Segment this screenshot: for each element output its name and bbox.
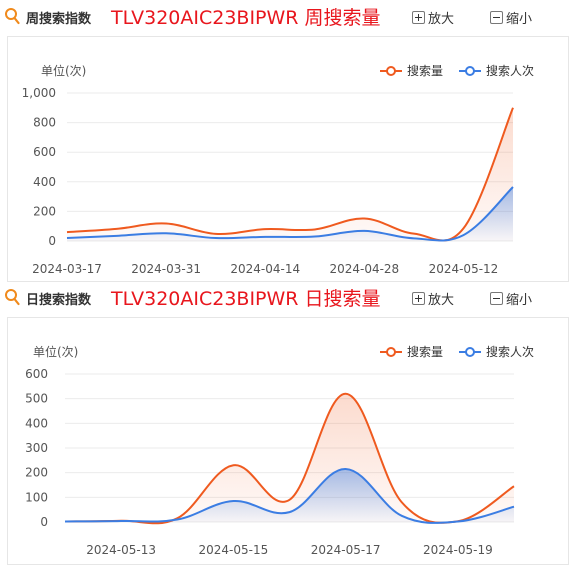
x-tick-label: 2024-03-31	[131, 262, 201, 276]
legend-label: 搜索量	[407, 63, 443, 78]
daily-title: TLV320AIC23BIPWR 日搜索量	[111, 284, 381, 311]
x-tick-label: 2024-05-12	[429, 262, 499, 276]
y-tick-label: 400	[33, 175, 56, 189]
weekly-title: TLV320AIC23BIPWR 周搜索量	[111, 3, 381, 30]
unit-label: 单位(次)	[41, 63, 86, 78]
x-tick-label: 2024-04-14	[230, 262, 300, 276]
legend-item[interactable]: 搜索人次	[459, 344, 534, 359]
y-tick-label: 500	[25, 392, 48, 406]
x-tick-label: 2024-04-28	[329, 262, 399, 276]
legend-item[interactable]: 搜索人次	[459, 63, 534, 78]
legend-label: 搜索人次	[486, 63, 534, 78]
y-tick-label: 300	[25, 441, 48, 455]
daily-header: 日搜索指数 TLV320AIC23BIPWR 日搜索量 放大 缩小	[0, 283, 574, 313]
unit-label: 单位(次)	[33, 344, 78, 359]
plus-icon	[412, 292, 425, 305]
zoom-in-label: 放大	[428, 8, 454, 27]
weekly-chart-card: 0 200 400 600 800 1,000 单位(次) 2024-03-17 2024-03…	[7, 36, 569, 282]
zoom-out-label: 缩小	[506, 8, 532, 27]
minus-icon	[490, 292, 503, 305]
weekly-label: 周搜索指数	[26, 8, 91, 27]
y-tick-label: 800	[33, 116, 56, 130]
x-tick-label: 2024-05-19	[423, 543, 493, 557]
search-icon	[4, 288, 20, 306]
weekly-zoom-out-button[interactable]: 缩小	[490, 8, 532, 26]
legend-marker	[466, 348, 474, 356]
y-tick-label: 1,000	[22, 86, 56, 100]
x-tick-label: 2024-03-17	[32, 262, 102, 276]
legend-marker	[387, 67, 395, 75]
daily-zoom-out-button[interactable]: 缩小	[490, 289, 532, 307]
legend-marker	[466, 67, 474, 75]
zoom-in-label: 放大	[428, 289, 454, 308]
series-area	[65, 469, 514, 523]
x-tick-label: 2024-05-15	[199, 543, 269, 557]
y-tick-label: 0	[48, 234, 56, 248]
legend-label: 搜索人次	[486, 344, 534, 359]
x-tick-label: 2024-05-17	[311, 543, 381, 557]
daily-chart: 0 100 200 300 400 500 600 单位(次) 2024-05-13 2024-0…	[8, 318, 568, 564]
series-line	[67, 108, 513, 241]
plus-icon	[412, 11, 425, 24]
search-icon	[4, 7, 20, 25]
daily-chart-card: 0 100 200 300 400 500 600 单位(次) 2024-05-13 2024-0…	[7, 317, 569, 565]
legend-label: 搜索量	[407, 344, 443, 359]
weekly-chart: 0 200 400 600 800 1,000 单位(次) 2024-03-17 2024-03…	[8, 37, 568, 281]
y-tick-label: 400	[25, 416, 48, 430]
y-tick-label: 600	[25, 367, 48, 381]
series-area	[65, 394, 514, 524]
y-tick-label: 200	[33, 204, 56, 218]
legend-item[interactable]: 搜索量	[380, 344, 443, 359]
weekly-header: 周搜索指数 TLV320AIC23BIPWR 周搜索量 放大 缩小	[0, 2, 574, 32]
series-area	[67, 108, 513, 241]
weekly-zoom-in-button[interactable]: 放大	[412, 8, 454, 26]
y-tick-label: 0	[40, 515, 48, 529]
daily-zoom-in-button[interactable]: 放大	[412, 289, 454, 307]
daily-label: 日搜索指数	[26, 289, 91, 308]
y-tick-label: 100	[25, 490, 48, 504]
zoom-out-label: 缩小	[506, 289, 532, 308]
minus-icon	[490, 11, 503, 24]
y-tick-label: 200	[25, 466, 48, 480]
x-tick-label: 2024-05-13	[86, 543, 156, 557]
legend-marker	[387, 348, 395, 356]
legend-item[interactable]: 搜索量	[380, 63, 443, 78]
y-tick-label: 600	[33, 145, 56, 159]
